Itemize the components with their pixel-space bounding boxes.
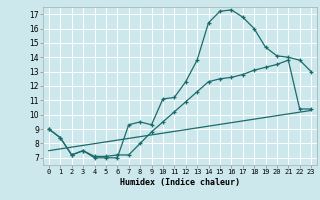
- X-axis label: Humidex (Indice chaleur): Humidex (Indice chaleur): [120, 178, 240, 187]
